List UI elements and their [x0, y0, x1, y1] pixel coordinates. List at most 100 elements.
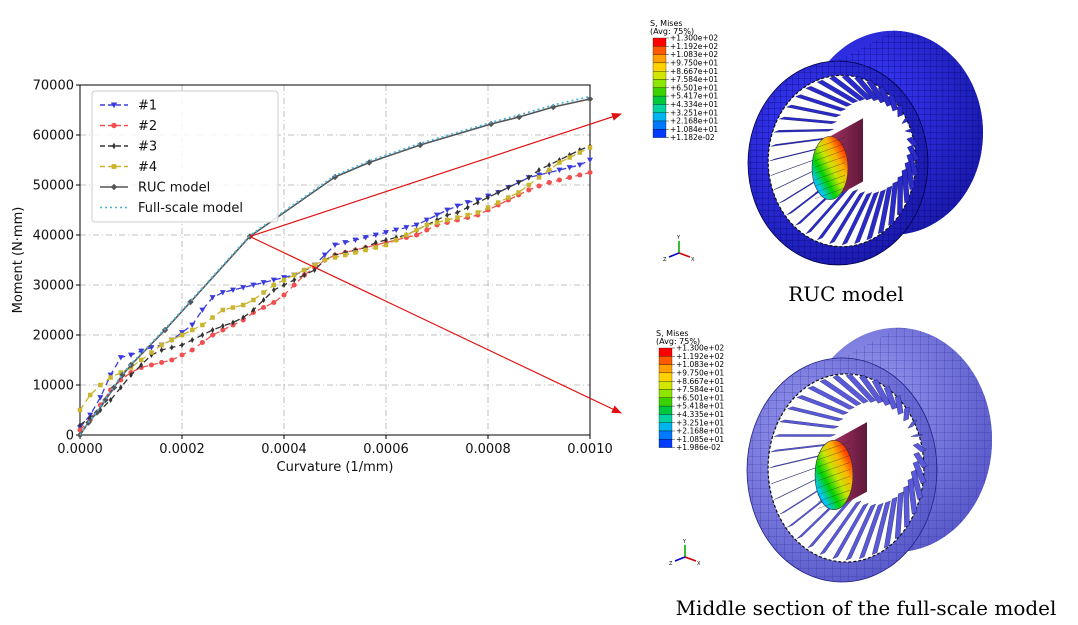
data-point	[476, 199, 480, 206]
data-point	[566, 165, 573, 171]
radial-struts	[769, 373, 928, 561]
strut	[787, 406, 844, 422]
data-point	[537, 167, 541, 173]
legend-label: #1	[138, 99, 157, 114]
data-point	[516, 190, 521, 195]
colorbar-segment	[658, 389, 673, 398]
caption-full-scale-model: Middle section of the full-scale model	[676, 596, 1057, 620]
data-point	[281, 292, 287, 298]
strut	[816, 189, 859, 241]
legend-label: #2	[138, 119, 157, 134]
x-tick-label: 0.0004	[261, 442, 307, 457]
colorbar-segment	[652, 62, 667, 72]
strut	[816, 79, 859, 104]
triad-x-axis	[684, 556, 697, 562]
data-point	[282, 282, 286, 288]
colorbar-label: +3.251e+01	[676, 418, 724, 427]
data-point	[393, 237, 399, 243]
y-tick-label: 0	[66, 429, 74, 444]
colorbar-segment	[658, 364, 673, 374]
data-point	[272, 287, 276, 293]
data-point	[199, 339, 205, 346]
strut	[779, 419, 839, 429]
colorbar-segment	[652, 95, 667, 105]
data-point	[110, 102, 118, 109]
data-point	[454, 203, 461, 209]
strut	[845, 373, 877, 403]
core-mesh-line	[814, 137, 846, 149]
y-tick-label: 40000	[33, 229, 74, 244]
triad-z-axis	[674, 556, 686, 562]
core-face-mesh	[814, 137, 846, 199]
line-chart: 0.0000 0.0002 0.0004 0.0006 0.0008 0.0010 0 100…	[11, 79, 613, 476]
data-point	[536, 175, 542, 180]
data-point	[434, 220, 440, 225]
data-point	[547, 162, 551, 168]
strut	[897, 175, 903, 216]
legend-entry: #2	[100, 119, 157, 134]
core-mesh-line	[814, 156, 846, 168]
colorbar-label: +2.168e+01	[676, 427, 724, 436]
triad-y-label: Y	[682, 539, 687, 545]
data-point	[586, 95, 594, 103]
strut	[829, 76, 866, 102]
y-tick-label: 70000	[33, 79, 74, 94]
colorbar-subtitle: (Avg: 75%)	[656, 337, 700, 346]
data-point	[261, 304, 267, 311]
data-point	[159, 342, 164, 348]
data-point	[312, 267, 317, 273]
colorbar-segment	[652, 87, 667, 97]
strut	[859, 502, 884, 560]
core-mesh-line	[814, 143, 846, 155]
x-tick-label: 0.0008	[465, 442, 511, 457]
colorbar-title: S, Mises	[650, 19, 683, 28]
data-point	[241, 314, 245, 321]
data-point	[148, 362, 154, 368]
colorbar-label: +8.667e+01	[676, 377, 724, 386]
data-point	[550, 103, 557, 111]
strut	[883, 496, 898, 549]
data-point	[270, 277, 277, 283]
colorbar-subtitle: (Avg: 75%)	[650, 27, 694, 36]
colorbar-label: +1.300e+02	[676, 344, 724, 353]
legend-label: #3	[138, 140, 157, 155]
strut	[795, 94, 847, 112]
data-point	[112, 142, 116, 150]
series-line	[79, 95, 591, 436]
data-point	[292, 277, 296, 283]
data-point	[536, 183, 542, 189]
data-point	[159, 347, 164, 353]
core-mesh-line	[817, 469, 851, 481]
colorbar-segment	[658, 439, 673, 448]
data-point	[465, 212, 470, 218]
data-point	[342, 240, 349, 246]
core-mesh-line	[814, 162, 846, 174]
y-axis-label: Moment (N·mm)	[11, 207, 26, 314]
strut	[894, 395, 904, 415]
x-tick-label: 0.0000	[57, 442, 103, 457]
axis-triad: Y X Z	[669, 539, 701, 567]
data-point	[199, 307, 206, 313]
x-tick-label: 0.0010	[567, 442, 613, 457]
legend-box	[91, 90, 279, 223]
colorbar-label: +1.083e+02	[670, 50, 718, 59]
data-point	[220, 327, 226, 333]
data-point	[169, 357, 175, 363]
colorbar-label: +7.584e+01	[670, 75, 718, 84]
series-4	[76, 95, 594, 439]
data-point	[190, 337, 194, 343]
data-point	[87, 392, 93, 398]
y-tick-label: 30000	[33, 279, 74, 294]
data-point	[546, 179, 552, 186]
colorbar-label: +1.192e+02	[676, 352, 724, 361]
full-scale-model-render	[746, 327, 992, 583]
colorbar-label: +7.584e+01	[676, 385, 724, 394]
legend-entry: RUC model	[100, 181, 210, 196]
data-point	[424, 222, 430, 228]
colorbar-label: +6.501e+01	[670, 83, 718, 92]
data-point	[557, 160, 562, 165]
core-mesh-line	[817, 496, 851, 509]
data-point	[189, 327, 195, 333]
data-point	[240, 302, 246, 308]
